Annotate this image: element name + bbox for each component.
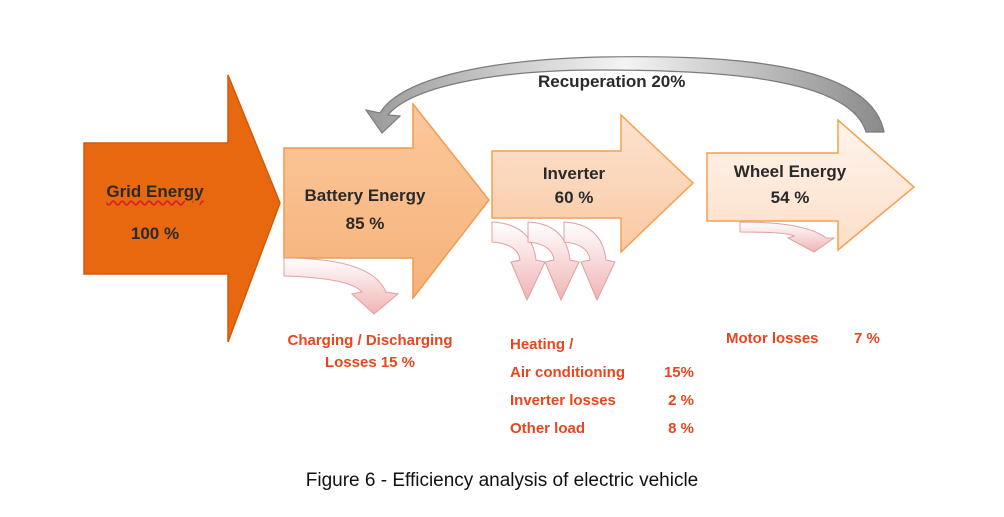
inverter-loss-label: Other load	[510, 420, 586, 437]
recuperation-label: Recuperation 20%	[538, 72, 686, 91]
wheel-energy-arrow	[706, 118, 916, 252]
inverter-loss-value: 15%	[663, 364, 694, 381]
inverter-loss-arrows	[491, 221, 616, 302]
inverter-loss-row: Heating /	[510, 331, 694, 359]
battery-loss-arrow	[283, 257, 400, 315]
inverter-title: Inverter	[542, 164, 606, 183]
inverter-arrow	[491, 113, 695, 254]
inverter-loss-label: Air conditioning	[510, 364, 625, 381]
inverter-value: 60 %	[554, 188, 594, 207]
grid-energy-label: Grid Energy 100 %	[96, 182, 214, 244]
motor-losses-value: 7 %	[854, 330, 880, 347]
battery-losses-text: Charging / Discharging Losses 15 %	[268, 330, 472, 374]
inverter-loss-row: Other load 8 %	[510, 415, 694, 443]
battery-energy-arrow	[283, 101, 490, 301]
grid-energy-arrow	[83, 74, 281, 343]
inverter-loss-label: Heating /	[510, 336, 574, 353]
battery-energy-title: Battery Energy	[304, 186, 426, 205]
inverter-losses-list: Heating / Air conditioning 15% Inverter …	[510, 331, 694, 443]
inverter-label: Inverter 60 %	[522, 164, 626, 208]
battery-losses-line-2: Losses 15 %	[324, 354, 416, 371]
recuperation-arrow	[364, 56, 885, 134]
inverter-loss-value: 8 %	[668, 420, 694, 437]
wheel-energy-label: Wheel Energy 54 %	[712, 162, 868, 208]
wheel-loss-arrow	[739, 221, 836, 253]
figure-caption: Figure 6 - Efficiency analysis of electr…	[305, 470, 699, 491]
wheel-energy-title: Wheel Energy	[733, 162, 847, 181]
grid-energy-value: 100 %	[130, 224, 180, 243]
wheel-energy-value: 54 %	[770, 188, 810, 207]
inverter-loss-row: Air conditioning 15%	[510, 359, 694, 387]
motor-losses-label: Motor losses	[726, 330, 819, 347]
inverter-loss-row: Inverter losses 2 %	[510, 387, 694, 415]
battery-losses-line-1: Charging / Discharging	[287, 332, 453, 349]
inverter-loss-value: 2 %	[668, 392, 694, 409]
battery-energy-label: Battery Energy 85 %	[290, 186, 440, 234]
motor-losses-text: Motor losses 7 %	[726, 330, 880, 347]
inverter-loss-label: Inverter losses	[510, 392, 616, 409]
battery-energy-value: 85 %	[345, 214, 385, 233]
grid-energy-title: Grid Energy	[106, 182, 204, 201]
